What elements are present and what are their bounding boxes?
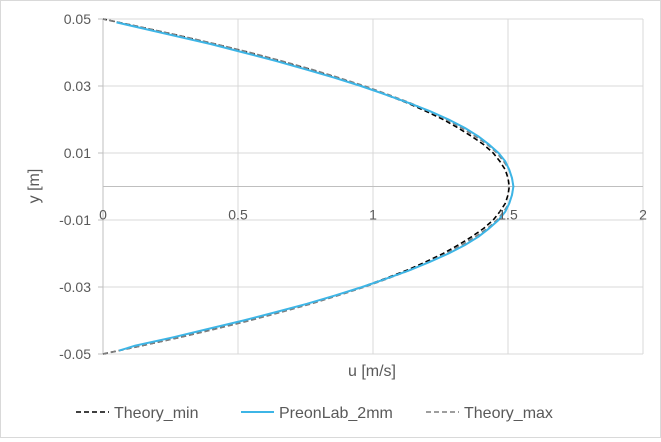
series-line-preonlab-2mm xyxy=(116,21,515,352)
y-tick-label: 0.01 xyxy=(64,145,91,161)
y-tick-label: -0.03 xyxy=(59,279,91,295)
x-tick-label: 1 xyxy=(369,207,377,223)
series-lines xyxy=(102,18,515,355)
legend-label: Theory_min xyxy=(114,405,198,422)
tick-labels: 0 0.5 1 1.5 2 -0.05 -0.03 -0.01 0.01 0.03 0.05 xyxy=(59,11,647,362)
y-tick-label: -0.05 xyxy=(59,346,91,362)
x-tick-label: 0 xyxy=(99,207,107,223)
x-tick-label: 0.5 xyxy=(228,207,248,223)
x-tick-label: 1.5 xyxy=(498,207,518,223)
y-axis-title: y [m] xyxy=(26,169,43,204)
gridlines xyxy=(103,18,644,355)
legend-label: PreonLab_2mm xyxy=(279,405,393,422)
y-tick-label: -0.01 xyxy=(59,212,91,228)
x-axis-title: u [m/s] xyxy=(348,363,396,380)
legend-label: Theory_max xyxy=(464,405,553,422)
axes xyxy=(98,18,643,355)
legend: Theory_min PreonLab_2mm Theory_max xyxy=(76,405,553,422)
y-tick-label: 0.05 xyxy=(64,11,91,27)
y-tick-label: 0.03 xyxy=(64,78,91,94)
x-tick-label: 2 xyxy=(639,207,647,223)
